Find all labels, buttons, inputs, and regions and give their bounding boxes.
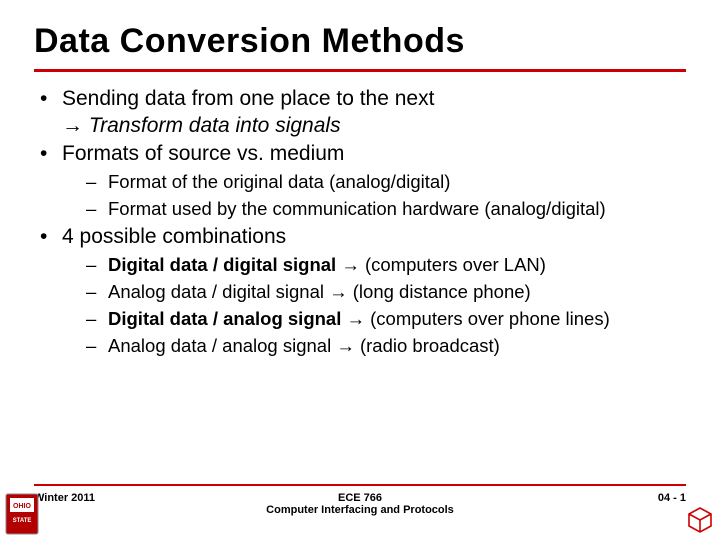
bullet-3-sublist: Digital data / digital signal → (compute… <box>62 253 686 358</box>
ohio-state-logo-icon: OHIO STATE <box>4 492 40 536</box>
bullet-3-sub1-bold: Digital data / digital signal <box>108 254 336 275</box>
bullet-1-line1: Sending data from one place to the next <box>62 87 434 110</box>
bullet-3-sub4: Analog data / analog signal → (radio bro… <box>62 334 686 358</box>
bullet-1-line2: Transform data into signals <box>89 114 341 137</box>
svg-text:STATE: STATE <box>13 518 32 524</box>
bullet-3-sub4-rest: → (radio broadcast) <box>331 335 500 356</box>
bullet-list: Sending data from one place to the next … <box>34 86 686 358</box>
svg-text:OHIO: OHIO <box>13 503 31 510</box>
bullet-3-sub3: Digital data / analog signal → (computer… <box>62 307 686 331</box>
cube-logo-icon <box>686 506 714 534</box>
bullet-3-sub1-rest: → (computers over LAN) <box>336 254 546 275</box>
footer-center-line2: Computer Interfacing and Protocols <box>266 504 454 516</box>
bullet-3-sub3-rest: → (computers over phone lines) <box>341 308 609 329</box>
bullet-3-text: 4 possible combinations <box>62 225 286 248</box>
slide-title: Data Conversion Methods <box>34 22 686 61</box>
footer-center: ECE 766 Computer Interfacing and Protoco… <box>34 492 686 516</box>
bullet-1: Sending data from one place to the next … <box>34 86 686 140</box>
bullet-3-sub4-plain: Analog data / analog signal <box>108 335 331 356</box>
footer-rule <box>34 484 686 486</box>
bullet-2: Formats of source vs. medium Format of t… <box>34 141 686 221</box>
bullet-3-sub1: Digital data / digital signal → (compute… <box>62 253 686 277</box>
bullet-3-sub2-rest: → (long distance phone) <box>324 281 531 302</box>
bullet-3-sub3-bold: Digital data / analog signal <box>108 308 341 329</box>
bullet-3-sub2-plain: Analog data / digital signal <box>108 281 324 302</box>
bullet-3: 4 possible combinations Digital data / d… <box>34 224 686 358</box>
title-rule <box>34 69 686 72</box>
bullet-2-sublist: Format of the original data (analog/digi… <box>62 170 686 221</box>
slide-content: Sending data from one place to the next … <box>34 86 686 540</box>
bullet-1-arrow: → <box>62 114 83 137</box>
bullet-2-sub1: Format of the original data (analog/digi… <box>62 170 686 194</box>
bullet-2-sub2: Format used by the communication hardwar… <box>62 197 686 221</box>
slide-footer: Winter 2011 ECE 766 Computer Interfacing… <box>0 484 720 540</box>
bullet-3-sub2: Analog data / digital signal → (long dis… <box>62 280 686 304</box>
footer-center-line1: ECE 766 <box>338 492 382 504</box>
footer-right: 04 - 1 <box>658 492 686 504</box>
bullet-2-text: Formats of source vs. medium <box>62 142 344 165</box>
slide: Data Conversion Methods Sending data fro… <box>0 0 720 540</box>
